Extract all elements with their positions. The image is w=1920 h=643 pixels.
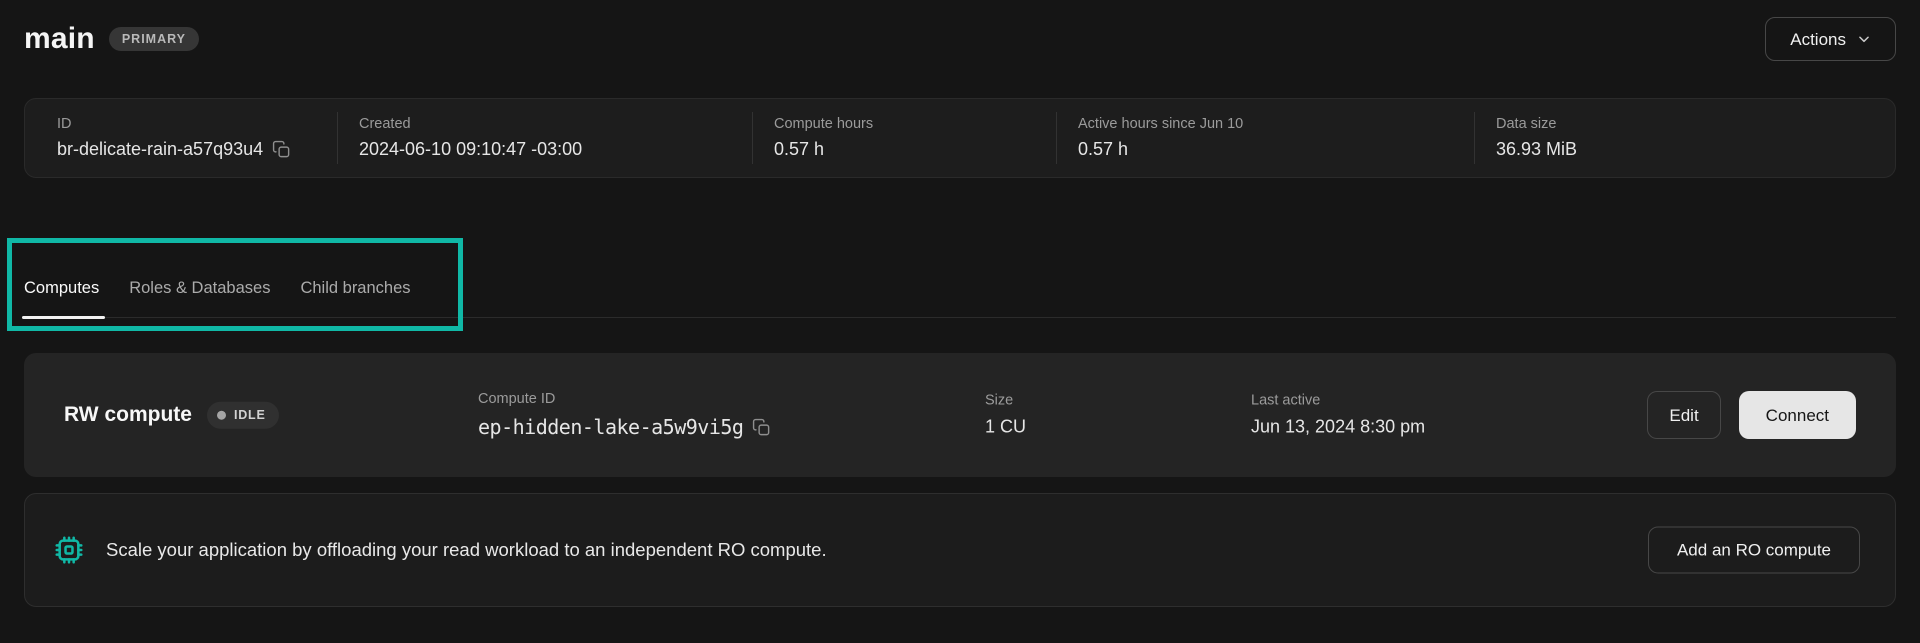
connect-button[interactable]: Connect (1738, 391, 1856, 439)
compute-id-value: ep-hidden-lake-a5w9vi5g (478, 415, 744, 439)
copy-icon (273, 140, 290, 158)
tab-child-branches[interactable]: Child branches (300, 279, 411, 297)
active-hours-value: 0.57 h (1078, 139, 1129, 159)
branch-info-bar: ID br-delicate-rain-a57q93u4 Created 202… (24, 98, 1896, 178)
info-label: Last active (1251, 392, 1321, 409)
info-col-created: Created 2024-06-10 09:10:47 -03:00 (337, 99, 752, 177)
info-label: ID (57, 116, 72, 132)
add-ro-compute-button[interactable]: Add an RO compute (1647, 526, 1860, 574)
page-title: main (24, 22, 95, 55)
data-size-value: 36.93 MiB (1496, 139, 1578, 159)
actions-button[interactable]: Actions (1765, 17, 1896, 61)
last-active-value: Jun 13, 2024 8:30 pm (1251, 416, 1426, 437)
tab-computes[interactable]: Computes (21, 260, 106, 319)
ro-banner-content: Scale your application by offloading you… (53, 534, 827, 566)
info-col-active-hours: Active hours since Jun 10 0.57 h (1056, 99, 1474, 177)
cpu-chip-icon (55, 536, 83, 564)
info-col-id: ID br-delicate-rain-a57q93u4 (25, 99, 337, 177)
page-header: main PRIMARY Actions (24, 16, 1896, 62)
copy-icon (753, 418, 770, 435)
field-size: Size 1 CU (985, 393, 1026, 438)
info-label: Active hours since Jun 10 (1078, 116, 1244, 132)
actions-button-label: Actions (1790, 29, 1846, 49)
ro-compute-banner: Scale your application by offloading you… (24, 493, 1896, 607)
copy-branch-id-button[interactable] (272, 140, 291, 159)
info-label: Created (359, 116, 411, 132)
field-last-active: Last active Jun 13, 2024 8:30 pm (1251, 393, 1425, 438)
edit-button[interactable]: Edit (1647, 391, 1721, 439)
compute-name: RW compute (64, 403, 192, 426)
status-badge: IDLE (206, 401, 279, 429)
info-col-compute-hours: Compute hours 0.57 h (752, 99, 1056, 177)
size-value: 1 CU (985, 416, 1027, 437)
compute-name-wrap: RW compute IDLE (64, 401, 279, 429)
branch-id-value: br-delicate-rain-a57q93u4 (57, 139, 264, 159)
info-label: Compute ID (478, 391, 556, 407)
status-dot-icon (216, 410, 226, 420)
rw-compute-card: RW compute IDLE Compute ID ep-hidden-lak… (24, 353, 1896, 477)
title-wrap: main PRIMARY (24, 22, 200, 56)
copy-compute-id-button[interactable] (752, 418, 771, 437)
status-text: IDLE (233, 407, 266, 422)
tab-bar: Computes Roles & Databases Child branche… (21, 260, 1896, 319)
info-label: Compute hours (774, 116, 874, 132)
primary-badge: PRIMARY (108, 26, 200, 52)
info-label: Data size (1496, 116, 1557, 132)
tab-roles-databases[interactable]: Roles & Databases (129, 279, 271, 297)
created-value: 2024-06-10 09:10:47 -03:00 (359, 139, 583, 159)
compute-card-actions: Edit Connect (1647, 391, 1856, 439)
chevron-down-icon (1859, 36, 1869, 43)
ro-banner-message: Scale your application by offloading you… (106, 539, 827, 560)
info-col-data-size: Data size 36.93 MiB (1474, 99, 1895, 177)
compute-hours-value: 0.57 h (774, 139, 825, 159)
info-label: Size (985, 392, 1014, 409)
field-compute-id: Compute ID ep-hidden-lake-a5w9vi5g (478, 391, 771, 439)
